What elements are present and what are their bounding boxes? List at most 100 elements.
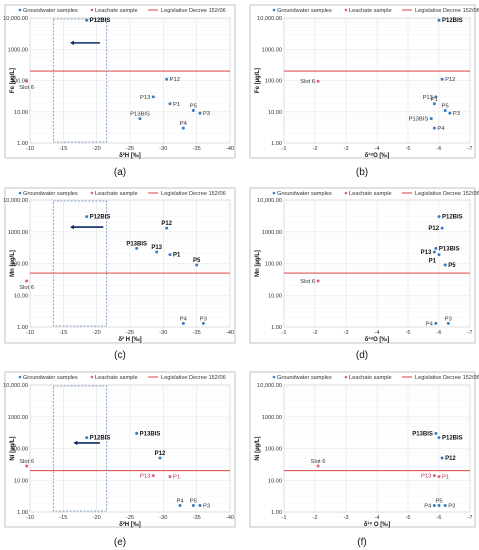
point-label: P12BIS (442, 436, 463, 442)
data-point (437, 475, 441, 479)
data-point (316, 464, 320, 468)
data-point (440, 226, 444, 230)
shift-arrow-head (70, 224, 74, 230)
legend-leachate-label: Leachate sample (349, 191, 392, 197)
point-label: P4 (180, 316, 188, 322)
data-point (138, 117, 142, 121)
x-tick-label: -4 (375, 146, 380, 152)
x-tick-label: -1 (282, 146, 287, 152)
panel-frame (4, 187, 236, 344)
x-tick-label: -35 (193, 146, 201, 152)
legend-decree-label: Legislative Decree 152/06 (415, 191, 479, 197)
data-point (85, 436, 89, 440)
panel-caption: (e) (114, 537, 126, 548)
x-tick-label: -6 (437, 515, 442, 521)
x-tick-label: -5 (406, 515, 411, 521)
x-axis-label: δ¹⁸O [‰] (365, 336, 390, 343)
x-tick-label: -25 (126, 146, 134, 152)
legend-leachate-marker (90, 191, 94, 195)
data-point (434, 246, 438, 250)
data-point (165, 226, 169, 230)
legend: Groundwater samples Leachate sample Legisl… (272, 8, 479, 14)
x-tick-label: -25 (126, 330, 134, 336)
data-point (198, 111, 202, 115)
data-point (432, 474, 436, 478)
point-label: Slot 6 (300, 79, 315, 85)
point-label: P1 (173, 475, 180, 481)
point-label: P5 (190, 499, 197, 505)
point-label: P1 (429, 259, 437, 265)
data-point (446, 321, 450, 325)
x-tick-label: -7 (468, 146, 473, 152)
legend-leachate-label: Leachate sample (349, 8, 392, 14)
y-tick-label: 10,000.00 (257, 16, 282, 22)
point-label: P13BIS (412, 431, 433, 437)
data-point (443, 108, 447, 112)
chart-panel-c: 1.00 10.00 100.00 1000.00 10,000.00 -10 -15 -20… (3, 187, 236, 344)
legend-decree-label: Legislative Decree 152/06 (161, 375, 226, 381)
legend-leachate-label: Leachate sample (95, 191, 138, 197)
panel-frame (249, 187, 476, 344)
y-tick-label: 10.00 (268, 110, 282, 116)
point-label: P13BIS (126, 241, 147, 247)
data-point (151, 474, 155, 478)
legend: Groundwater samples Leachate sample Legisl… (272, 191, 479, 197)
highlight-box (52, 18, 108, 143)
point-label: P12 (155, 451, 166, 457)
data-point (165, 77, 169, 81)
point-label: P5 (442, 103, 449, 109)
data-point (316, 279, 320, 283)
y-tick-label: 100.00 (265, 447, 282, 453)
legend-leachate-marker (344, 191, 348, 195)
panel-caption: (d) (356, 350, 368, 361)
data-point (168, 253, 172, 257)
x-tick-label: -2 (313, 146, 318, 152)
y-tick-label: 100.00 (11, 262, 28, 268)
legend: Groundwater samples Leachate sample Legisl… (18, 375, 226, 381)
data-point (437, 436, 441, 440)
legend-groundwater-marker (272, 191, 276, 195)
point-label: P4 (437, 126, 445, 132)
point-label: P12BIS (442, 18, 463, 24)
data-point (316, 79, 320, 83)
y-tick-label: 10.00 (268, 293, 282, 299)
y-axis-label: Fe [µg/L] (255, 68, 261, 93)
legend: Groundwater samples Leachate sample Legisl… (272, 375, 479, 381)
chart-panel-a: 1.00 10.00 100.00 1000.00 10,000.00 -10 -15 -20… (3, 4, 236, 159)
point-label: P12BIS (90, 436, 111, 442)
point-label: P4 (426, 321, 434, 327)
point-label: P4 (180, 121, 188, 127)
chart-panel-b: 1.00 10.00 100.00 1000.00 10,000.00 -1 -2 -3 -4 -… (249, 4, 479, 159)
y-tick-label: 100.00 (265, 79, 282, 85)
data-point (181, 126, 185, 130)
legend-groundwater-label: Groundwater samples (23, 375, 78, 381)
legend-groundwater-label: Groundwater samples (277, 375, 332, 381)
x-tick-label: -6 (437, 330, 442, 336)
x-tick-label: -4 (375, 330, 380, 336)
point-label: P5 (190, 103, 197, 109)
data-point (25, 79, 29, 83)
x-axis-label: δ¹⁸ O [‰] (364, 521, 390, 528)
x-tick-label: -30 (159, 146, 167, 152)
x-tick-label: -30 (159, 330, 167, 336)
data-point (168, 475, 172, 479)
data-point (85, 18, 89, 22)
data-point (434, 95, 438, 99)
x-tick-label: -15 (59, 330, 67, 336)
legend-leachate-label: Leachate sample (349, 375, 392, 381)
y-axis-label: Fe [µg/L] (10, 68, 16, 93)
highlight-box (52, 200, 108, 327)
point-label: P5 (448, 263, 456, 269)
point-label: P13 (423, 95, 433, 101)
y-tick-label: 1.00 (17, 510, 28, 516)
y-axis-label: Ni [µg/L] (10, 436, 16, 460)
point-label: P12 (445, 77, 455, 83)
x-tick-label: -30 (159, 515, 167, 521)
legend-leachate-marker (90, 375, 94, 379)
data-point (181, 321, 185, 325)
y-tick-label: 1.00 (17, 325, 28, 331)
data-point (432, 102, 436, 106)
point-label: P12BIS (442, 215, 463, 221)
x-tick-label: -5 (406, 146, 411, 152)
